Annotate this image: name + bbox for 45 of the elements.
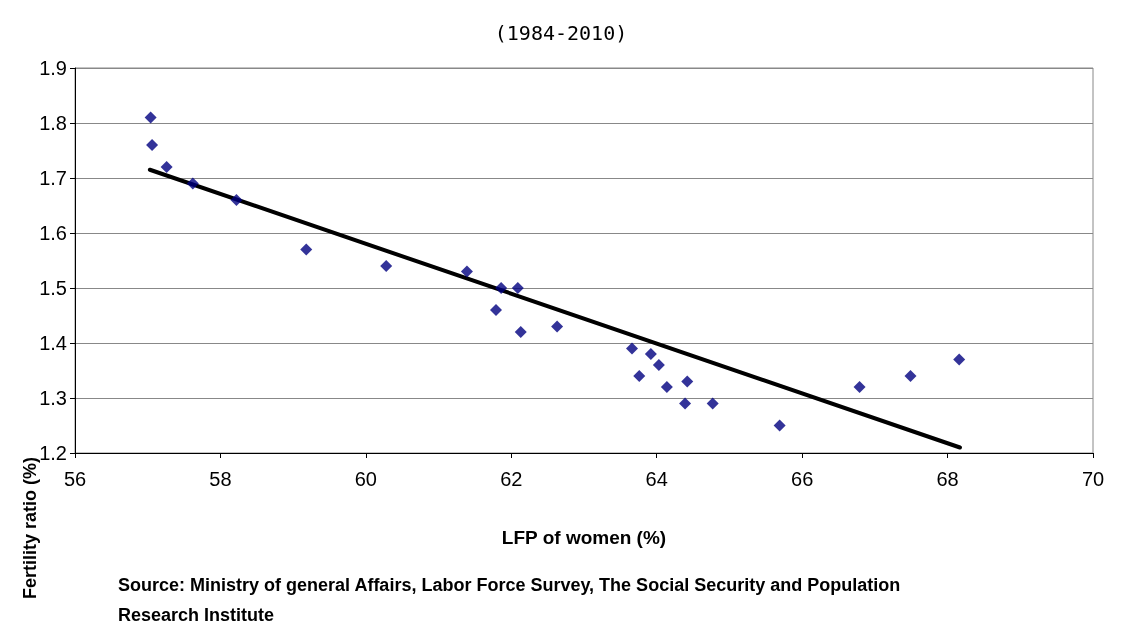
point (660, 381, 673, 393)
point (300, 243, 313, 256)
y-tick-label: 1.6 (39, 222, 67, 244)
point (652, 359, 665, 371)
y-tick-label: 1.2 (39, 442, 67, 464)
x-tick-label: 58 (209, 468, 232, 490)
y-tick-label: 1.8 (39, 112, 67, 134)
y-tick-label: 1.9 (39, 57, 67, 79)
point (904, 370, 917, 382)
x-tick-label: 70 (1081, 468, 1105, 490)
x-tick-label: 62 (500, 468, 523, 490)
y-tick-label: 1.5 (39, 277, 67, 299)
x-tick-label: 66 (791, 468, 814, 490)
point (380, 260, 393, 272)
point (681, 375, 694, 388)
x-tick-label: 56 (63, 468, 87, 490)
point (514, 326, 527, 338)
y-tick-label: 1.3 (39, 387, 67, 409)
point (160, 161, 173, 173)
point (633, 370, 646, 382)
source-note: Source: Ministry of general Affairs, Labor Force Survey, The Social Security and Population Research Institute (118, 575, 906, 625)
point (144, 111, 157, 124)
y-tick-label: 1.4 (39, 332, 67, 354)
point (853, 381, 866, 393)
point (706, 397, 719, 410)
y-axis-title: Fertility ratio (%) (20, 456, 40, 600)
point (460, 265, 473, 278)
point (511, 282, 524, 294)
x-axis-title: LFP of women (%) (501, 527, 667, 548)
chart-title: (1984-2010) (494, 21, 628, 45)
x-tick-label: 60 (354, 468, 377, 490)
point (953, 353, 966, 366)
point (625, 342, 638, 355)
point (146, 139, 159, 151)
point (230, 194, 243, 206)
point (679, 397, 692, 410)
y-tick-label: 1.7 (39, 167, 67, 189)
point (773, 419, 786, 432)
x-tick-label: 64 (645, 468, 668, 490)
point (490, 304, 503, 316)
point (551, 320, 564, 333)
point (495, 282, 508, 294)
point (186, 177, 199, 190)
point (644, 348, 657, 360)
x-tick-label: 68 (936, 468, 959, 490)
